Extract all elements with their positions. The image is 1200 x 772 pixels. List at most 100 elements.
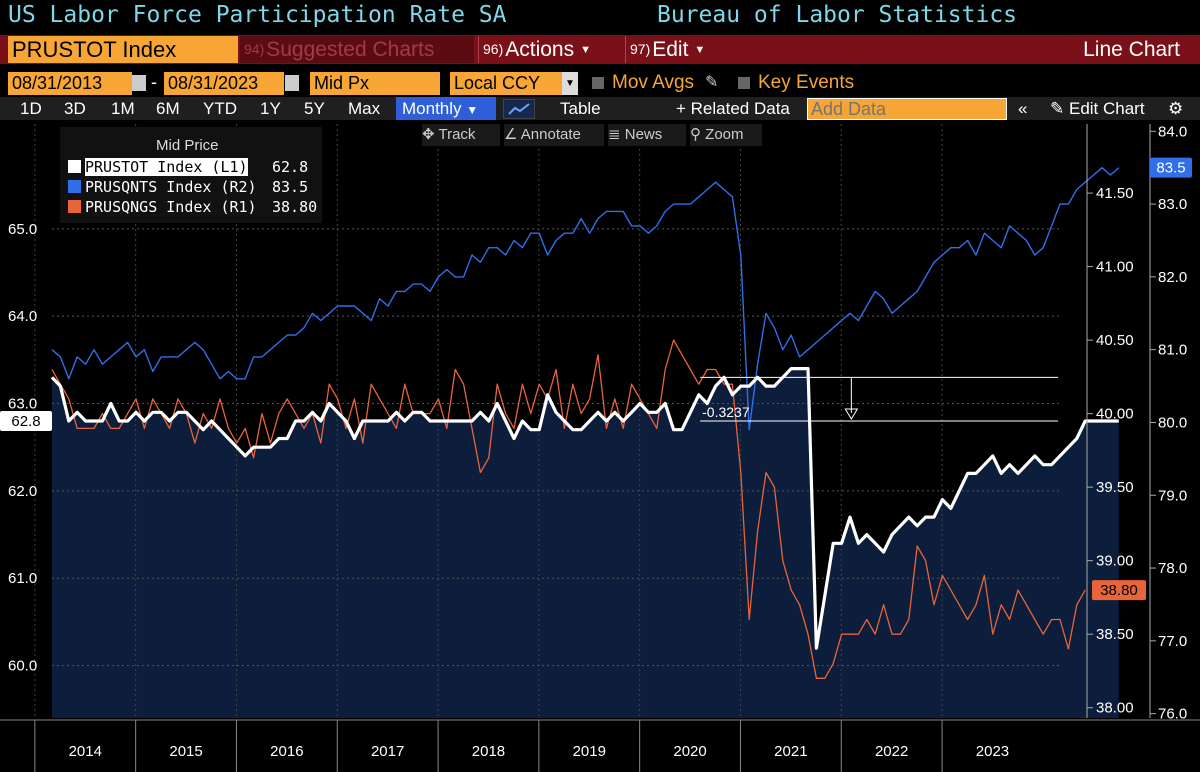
news-label: News <box>624 126 663 143</box>
chart-type-label: Line Chart <box>1083 38 1180 61</box>
y-tick-label-left: 60.0 <box>8 658 37 675</box>
x-tick-label: 2022 <box>875 743 908 760</box>
related-data-button[interactable]: + Related Data <box>676 99 790 118</box>
frequency-select[interactable]: Monthly ▼ <box>396 97 496 121</box>
range-1d[interactable]: 1D <box>20 99 42 118</box>
y-tick-label-r2: 77.0 <box>1158 633 1187 650</box>
end-date-field[interactable]: 08/31/2023 <box>164 72 284 95</box>
range-6m[interactable]: 6M <box>156 99 180 118</box>
y-tick-label-r1: 38.50 <box>1096 626 1134 643</box>
calendar-icon[interactable] <box>285 75 299 91</box>
calendar-icon[interactable] <box>132 75 146 91</box>
last-value-tag-l1-bg <box>0 411 52 431</box>
ticker-field[interactable]: PRUSTOT Index <box>8 36 238 63</box>
last-value-tag-r2-bg <box>1150 157 1192 178</box>
last-value-tag-r1-bg <box>1092 580 1146 601</box>
x-tick-label: 2019 <box>573 743 606 760</box>
pencil-icon[interactable]: ✎ <box>705 74 719 91</box>
series-line-prusqnts-index <box>51 167 1120 431</box>
line-chart-icon[interactable] <box>503 99 535 119</box>
range-3d[interactable]: 3D <box>64 99 86 118</box>
range-1m[interactable]: 1M <box>111 99 135 118</box>
series-line-prusqngs-index <box>51 339 1086 679</box>
actions-number: 96) <box>483 41 504 57</box>
suggested-label: Suggested Charts <box>266 38 435 61</box>
edit-chart-button[interactable]: ✎ Edit Chart <box>1050 97 1145 121</box>
y-tick-label-r2: 84.0 <box>1158 123 1187 140</box>
magnifier-icon: ⚲ <box>690 126 701 143</box>
track-tool[interactable]: ✥ Track <box>422 124 500 146</box>
date-separator: - <box>151 72 157 92</box>
legend-row-prustot[interactable]: PRUSTOT Index (L1) 62.8 <box>68 158 308 176</box>
x-tick-label: 2021 <box>774 743 807 760</box>
crosshair-icon: ✥ <box>422 126 435 143</box>
legend-value: 38.80 <box>272 198 318 216</box>
last-value-tag-r1: 38.80 <box>1100 582 1138 599</box>
legend-swatch <box>68 160 81 173</box>
edit-chart-label: Edit Chart <box>1068 99 1145 118</box>
table-button[interactable]: Table <box>560 99 601 118</box>
start-date-field[interactable]: 08/31/2013 <box>8 72 132 95</box>
suggested-number: 94) <box>244 41 265 57</box>
range-5y[interactable]: 5Y <box>304 99 325 118</box>
collapse-icon[interactable]: « <box>1018 99 1028 118</box>
gear-icon[interactable]: ⚙ <box>1168 99 1184 118</box>
legend-value: 62.8 <box>272 158 309 176</box>
chevron-down-icon[interactable]: ▼ <box>562 72 578 95</box>
x-tick-label: 2018 <box>472 743 505 760</box>
y-tick-label-r1: 41.00 <box>1096 259 1134 276</box>
actions-label: Actions <box>505 38 575 61</box>
zoom-tool[interactable]: ⚲ Zoom <box>690 124 762 146</box>
legend-swatch <box>68 180 81 193</box>
x-tick-label: 2023 <box>976 743 1009 760</box>
caret-down-icon: ▼ <box>694 44 706 56</box>
y-tick-label-r2: 83.0 <box>1158 196 1187 213</box>
y-tick-label-r2: 80.0 <box>1158 414 1187 431</box>
y-tick-label-r1: 41.50 <box>1096 185 1134 202</box>
edit-menu-button[interactable]: 97)Edit ▼ <box>625 36 735 63</box>
range-ytd[interactable]: YTD <box>203 99 237 118</box>
data-source: Bureau of Labor Statistics <box>657 2 1018 28</box>
mov-avgs-checkbox[interactable] <box>592 77 604 89</box>
frequency-label: Monthly <box>402 99 462 118</box>
series-line-prustot-index <box>50 367 1119 650</box>
add-data-input[interactable] <box>807 98 1007 120</box>
legend-row-prusqngs[interactable]: PRUSQNGS Index (R1) 38.80 <box>68 198 317 216</box>
last-value-tag-l1: 62.8 <box>11 413 40 430</box>
legend: Mid Price PRUSTOT Index (L1) 62.8 PRUSQNT… <box>60 127 322 223</box>
y-tick-label-r1: 39.50 <box>1096 479 1134 496</box>
annotate-icon: ∠ <box>504 126 518 143</box>
y-tick-label-left: 63.0 <box>8 396 37 413</box>
title-bar: US Labor Force Participation Rate SA Bur… <box>0 0 1200 34</box>
key-events-checkbox[interactable] <box>738 77 750 89</box>
x-tick-label: 2020 <box>673 743 706 760</box>
track-label: Track <box>438 126 476 143</box>
y-tick-label-r1: 38.00 <box>1096 700 1134 717</box>
annotate-tool[interactable]: ∠ Annotate <box>504 124 604 146</box>
actions-menu-button[interactable]: 96)Actions ▼ <box>478 36 622 63</box>
news-tool[interactable]: ≣ News <box>608 124 686 146</box>
x-tick-label: 2014 <box>69 743 102 760</box>
news-icon: ≣ <box>608 126 621 143</box>
last-value-tag-r2: 83.5 <box>1156 160 1185 177</box>
zoom-label: Zoom <box>705 126 744 143</box>
annotate-label: Annotate <box>520 126 581 143</box>
price-field-select[interactable]: Mid Px <box>310 72 440 95</box>
caret-down-icon: ▼ <box>580 44 591 56</box>
legend-label: PRUSTOT Index (L1) <box>85 158 248 176</box>
suggested-charts-button[interactable]: 94)Suggested Charts <box>240 36 474 63</box>
line-chart[interactable]: -0.3237 60.0 61.0 62.0 63.0 64.0 65.0 38.00 38.5… <box>0 120 1200 772</box>
legend-swatch <box>68 200 81 213</box>
annotation-label: -0.3237 <box>702 404 750 420</box>
range-max[interactable]: Max <box>348 99 381 118</box>
y-tick-label-r1: 40.50 <box>1096 332 1134 349</box>
mov-avgs-label: Mov Avgs <box>612 72 695 93</box>
annotation-arrow-head <box>844 408 859 420</box>
y-tick-label-r1: 39.00 <box>1096 553 1134 570</box>
y-tick-label-r2: 78.0 <box>1158 560 1187 577</box>
currency-select[interactable]: Local CCY <box>450 72 562 95</box>
range-1y[interactable]: 1Y <box>260 99 281 118</box>
legend-row-prusqnts[interactable]: PRUSQNTS Index (R2) 83.5 <box>68 178 308 196</box>
edit-number: 97) <box>630 41 651 57</box>
caret-down-icon: ▼ <box>466 103 479 117</box>
